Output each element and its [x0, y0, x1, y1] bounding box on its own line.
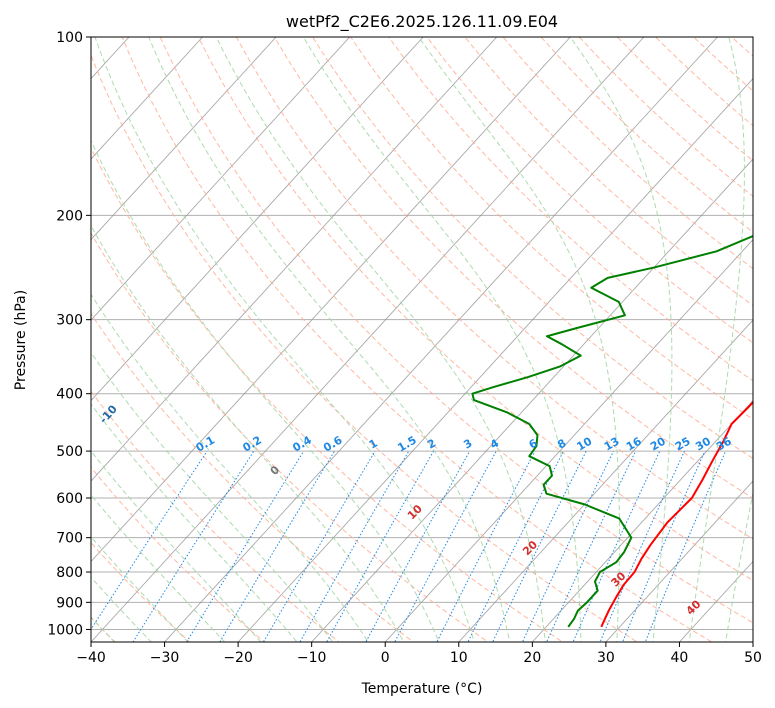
y-tick-label: 600: [56, 491, 83, 507]
dewpoint-profile: [471, 235, 753, 628]
isotherm--80: [91, 37, 351, 321]
mixing-ratio-line-1.5: [299, 450, 410, 642]
isotherm--40: [91, 37, 645, 642]
moist-adiabat--20: [91, 450, 262, 642]
mixing-ratio-line-8: [467, 450, 564, 642]
mixing-ratio-line-30: [622, 450, 706, 642]
isotherm-30: [605, 480, 753, 642]
moist-adiabat-40: [688, 37, 745, 642]
isotherm--100: [91, 37, 203, 160]
y-tick-label: 100: [56, 30, 83, 46]
y-tick-label: 400: [56, 387, 83, 403]
mixing-ratio-line-36: [644, 450, 727, 642]
y-tick-label: 700: [56, 531, 83, 547]
mixing-ratio-line-0.4: [186, 450, 305, 642]
y-axis-ticks: 100 200 300 400 500 600 700 800 900 1000: [47, 30, 91, 638]
dry-adiabat-50: [159, 37, 753, 624]
plot-area: [91, 37, 753, 642]
dry-adiabat-40: [121, 37, 713, 642]
dry-adiabat--20: [91, 466, 266, 642]
y-tick-label: 200: [56, 208, 83, 224]
dry-adiabat-70: [235, 37, 753, 540]
y-tick-label: 800: [56, 565, 83, 581]
y-tick-label: 1000: [47, 622, 83, 638]
x-tick-label: 50: [744, 650, 762, 666]
mixing-ratio-line-1: [262, 450, 376, 642]
mixing-ratio-lines: [91, 450, 727, 642]
x-tick-label: 0: [381, 650, 390, 666]
isotherm-10: [458, 319, 753, 642]
moist-adiabat-15: [148, 37, 511, 642]
moist-adiabat--25: [91, 494, 226, 642]
temperature-profile: [600, 400, 753, 628]
isotherm--50: [91, 37, 571, 563]
sounding-profiles: [471, 235, 753, 628]
x-tick-label: −40: [76, 650, 106, 666]
mixing-ratio-line-0.6: [219, 450, 335, 642]
y-tick-label: 300: [56, 313, 83, 329]
isotherm--30: [164, 37, 718, 642]
mixing-ratio-line-16: [546, 450, 637, 642]
chart-title: wetPf2_C2E6.2025.126.11.09.E04: [286, 12, 558, 32]
moist-adiabat-0: [91, 224, 405, 642]
moist-adiabat-35: [569, 37, 673, 642]
y-tick-label: 900: [56, 595, 83, 611]
x-tick-label: −10: [297, 650, 327, 666]
moist-adiabat--35: [91, 576, 153, 642]
moist-adiabat-30: [418, 37, 620, 642]
moist-adiabat-20: [215, 37, 546, 642]
isotherm--20: [237, 77, 753, 642]
mixing-ratio-line-0.2: [132, 450, 255, 642]
dry-adiabats: [91, 37, 753, 642]
plot-frame: [90, 36, 754, 643]
isotherm--60: [91, 37, 498, 482]
isotherm--90: [91, 37, 277, 241]
dry-adiabat-60: [197, 37, 753, 582]
mixing-ratio-line-4: [394, 450, 497, 642]
dry-adiabat-10: [91, 232, 489, 642]
y-axis-label: Pressure (hPa): [13, 290, 29, 390]
y-tick-label: 500: [56, 444, 83, 460]
x-axis-ticks: −40 −30 −20 −10 0 10 20 30 40 50: [76, 642, 762, 666]
skewed-isotherms: [91, 37, 753, 642]
x-tick-label: −20: [223, 650, 253, 666]
mixing-ratio-line-6: [436, 450, 536, 642]
moist-adiabat--15: [91, 403, 298, 642]
x-tick-label: 30: [597, 650, 615, 666]
isotherm-0: [384, 238, 753, 642]
moist-adiabat--30: [91, 536, 189, 642]
x-axis-label: Temperature (°C): [361, 681, 483, 697]
moist-adiabat-10: [94, 37, 475, 642]
dry-adiabat-20: [91, 146, 564, 642]
x-tick-label: 40: [671, 650, 689, 666]
dry-adiabat-90: [311, 37, 753, 460]
moist-adiabat-45: [725, 490, 753, 642]
moist-adiabat--5: [91, 293, 369, 642]
moist-adiabat-25: [302, 37, 582, 642]
mixing-ratio-line-13: [521, 450, 614, 642]
mixing-ratio-line-0.1: [91, 450, 208, 631]
dry-adiabat-100: [350, 37, 753, 420]
isotherm-20: [532, 399, 753, 642]
x-tick-label: 10: [450, 650, 468, 666]
dry-adiabat-30: [91, 53, 639, 642]
dry-adiabat--10: [91, 390, 340, 642]
moist-adiabats: [91, 37, 753, 642]
dry-adiabat-130: [464, 37, 753, 307]
isotherm--70: [91, 37, 424, 402]
x-tick-label: −30: [150, 650, 180, 666]
x-tick-label: 20: [523, 650, 541, 666]
moist-adiabat-5: [91, 139, 440, 642]
